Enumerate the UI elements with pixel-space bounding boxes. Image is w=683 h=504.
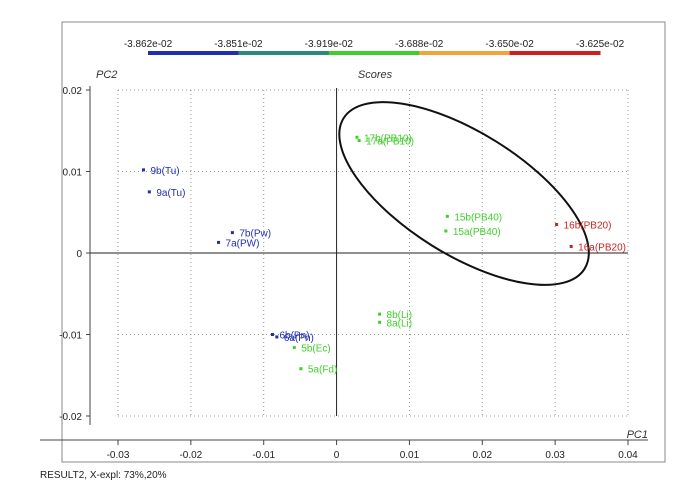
point-label: 8b(Li) — [387, 310, 413, 321]
colorbar-label: -3.650e-02 — [485, 39, 534, 50]
y-tick-label: -0.02 — [59, 412, 82, 423]
y-tick-label: -0.01 — [59, 331, 82, 342]
data-point — [357, 139, 361, 143]
colorbar: -3.862e-02 -3.851e-02 -3.919e-02 -3.688e-02… — [124, 39, 625, 55]
colorbar-label: -3.625e-02 — [576, 39, 625, 50]
data-point — [147, 190, 151, 194]
cluster-ellipse — [338, 101, 590, 286]
axes — [40, 86, 648, 441]
colorbar-label: -3.688e-02 — [395, 39, 444, 50]
x-tick-label: 0.01 — [400, 450, 420, 461]
x-tick-label: -0.01 — [252, 450, 275, 461]
point-label: 7a(PW) — [226, 238, 260, 249]
data-point — [292, 346, 296, 350]
footer-text: RESULT2, X-expl: 73%,20% — [40, 470, 167, 481]
point-label: 17a(PB10) — [366, 137, 414, 148]
colorbar-segment — [148, 51, 239, 55]
colorbar-label: -3.851e-02 — [214, 39, 263, 50]
x-axis-label: PC1 — [627, 429, 648, 441]
colorbar-label: -3.919e-02 — [305, 39, 354, 50]
point-label: 5b(Ec) — [301, 344, 330, 355]
data-point — [142, 168, 145, 172]
data-point — [217, 240, 221, 244]
point-label: 17b(PB10) — [364, 133, 412, 144]
colorbar-segment — [238, 51, 330, 55]
data-point — [270, 333, 274, 336]
x-tick-label: 0.04 — [618, 450, 638, 461]
x-tick-label: 0 — [334, 450, 340, 461]
data-point — [299, 367, 303, 371]
point-label: 9b(Tu) — [151, 166, 180, 177]
colorbar-segment — [419, 51, 511, 55]
point-label: 15a(PB40) — [453, 227, 501, 238]
x-tick-label: 0.02 — [473, 450, 493, 461]
point-label: 16b(PB20) — [564, 220, 612, 231]
points: 9b(Tu) 9a(Tu) 7b(Pw)7a(PW) 17b(PB10)17a(PB1… — [142, 133, 626, 376]
y-tick-label: 0.02 — [63, 86, 83, 97]
point-label: 7b(Pw) — [239, 229, 271, 240]
point-label: 16a(PB20) — [578, 242, 626, 253]
y-axis-label: PC2 — [96, 69, 117, 81]
point-label: 6b(Pn) — [279, 331, 309, 342]
chart-title: Scores — [358, 69, 393, 81]
point-label: 9a(Tu) — [156, 188, 185, 199]
colorbar-segment — [509, 51, 601, 55]
y-tick-label: 0.01 — [63, 168, 83, 179]
point-label: 6a(Pn) — [284, 333, 314, 344]
ticks: -0.03 -0.02 -0.01 0 0.01 0.02 0.03 0.04 0.02 0.01… — [59, 86, 638, 461]
data-point — [275, 335, 279, 339]
data-point — [230, 231, 234, 235]
data-point — [378, 320, 382, 324]
colorbar-segment — [328, 51, 420, 55]
y-tick-label: 0 — [76, 249, 82, 260]
data-point — [378, 312, 382, 316]
data-point — [555, 222, 559, 226]
data-point — [569, 244, 573, 248]
x-tick-label: -0.02 — [179, 450, 202, 461]
grid — [117, 89, 629, 417]
point-label: 8a(Li) — [387, 318, 413, 329]
data-point — [444, 229, 448, 233]
point-label: 5a(Fd) — [308, 365, 337, 376]
x-tick-label: 0.03 — [545, 450, 565, 461]
point-label: 15b(PB40) — [454, 212, 502, 223]
ellipse-layer — [338, 101, 590, 286]
x-tick-label: -0.03 — [107, 450, 130, 461]
chart-frame — [61, 21, 666, 463]
data-point — [445, 214, 449, 218]
data-point — [355, 135, 359, 139]
colorbar-label: -3.862e-02 — [124, 39, 173, 50]
